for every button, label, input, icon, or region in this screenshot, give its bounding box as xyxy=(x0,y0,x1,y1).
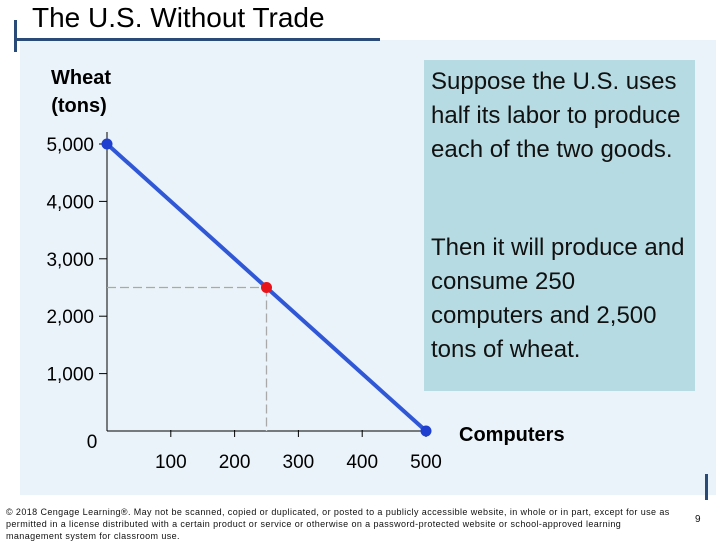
y-axis-label-line-1: Wheat xyxy=(51,67,111,89)
page-number: 9 xyxy=(695,514,701,525)
y-tick-label: 1,000 xyxy=(46,365,94,386)
endpoint-marker xyxy=(420,425,432,437)
y-tick-label: 0 xyxy=(87,432,98,453)
callout-text-result: Then it will produce and consume 250 com… xyxy=(431,234,685,363)
y-axis-label-line-2: (tons) xyxy=(51,95,107,117)
y-axis: 0 1,000 2,000 3,000 4,000 5,000 xyxy=(46,132,108,453)
copyright-notice: © 2018 Cengage Learning®. May not be sca… xyxy=(6,507,670,541)
y-tick-label: 5,000 xyxy=(46,135,94,156)
x-tick-label: 500 xyxy=(410,452,442,473)
footer-accent-vertical xyxy=(705,474,708,500)
x-axis: 100 200 300 400 500 xyxy=(107,430,442,473)
x-tick-label: 300 xyxy=(283,452,315,473)
endpoint-marker xyxy=(101,138,113,150)
highlight-point xyxy=(261,282,272,293)
callout-box xyxy=(424,60,695,391)
x-tick-label: 400 xyxy=(346,452,378,473)
title-accent-horizontal xyxy=(14,38,380,41)
title-accent-vertical xyxy=(14,20,17,52)
page-title: The U.S. Without Trade xyxy=(32,2,325,33)
y-tick-label: 4,000 xyxy=(46,192,94,213)
y-tick-label: 2,000 xyxy=(46,307,94,328)
y-tick-label: 3,000 xyxy=(46,250,94,271)
x-axis-label: Computers xyxy=(459,424,565,446)
callout-text-assumption: Suppose the U.S. uses half its labor to … xyxy=(431,68,681,163)
x-tick-label: 200 xyxy=(219,452,251,473)
x-tick-label: 100 xyxy=(155,452,187,473)
points xyxy=(101,138,432,437)
guide-lines xyxy=(107,286,268,431)
